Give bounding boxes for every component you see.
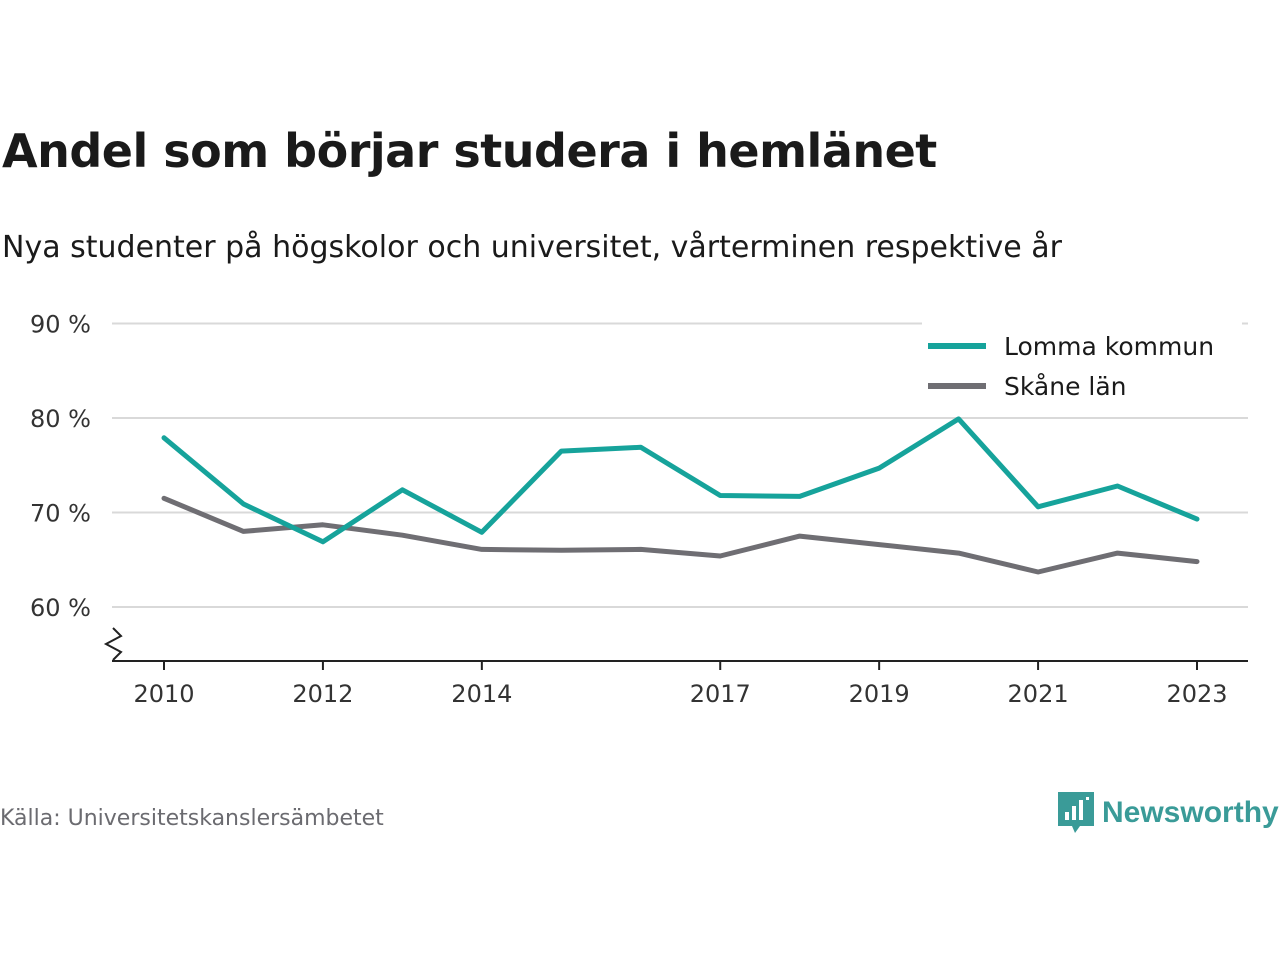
series-line (161, 495, 1200, 575)
x-tick-label: 2012 (292, 680, 353, 708)
chart-title: Andel som börjar studera i hemlänet (2, 124, 937, 178)
x-tick-label: 2010 (133, 680, 194, 708)
chart-subtitle: Nya studenter på högskolor och universit… (2, 230, 1062, 265)
legend: Lomma kommun Skåne län (922, 322, 1242, 408)
source-note: Källa: Universitetskanslersämbetet (0, 806, 384, 831)
x-tick-label: 2014 (451, 680, 512, 708)
newsworthy-logo-icon (1058, 792, 1094, 833)
brand-name: Newsworthy (1102, 796, 1279, 829)
newsworthy-logo: Newsworthy (1058, 792, 1279, 834)
y-tick-label: 70 % (30, 500, 91, 528)
x-tick-label: 2017 (690, 680, 751, 708)
legend-label: Lomma kommun (1004, 332, 1214, 361)
line-chart: 60 % 70 % 80 % 90 % 2010 2012 2014 2017 2019 202… (30, 311, 1248, 708)
y-tick-label: 90 % (30, 311, 91, 339)
axis-break-icon (103, 627, 123, 661)
x-tick-label: 2021 (1008, 680, 1069, 708)
y-axis-labels: 60 % 70 % 80 % 90 % (30, 311, 123, 661)
y-tick-label: 80 % (30, 405, 91, 433)
series-lines (161, 416, 1200, 575)
legend-background (922, 322, 1242, 408)
x-tick-label: 2023 (1166, 680, 1227, 708)
x-axis: 2010 2012 2014 2017 2019 2021 2023 (112, 660, 1248, 708)
series-line (161, 416, 1200, 545)
x-tick-label: 2019 (849, 680, 910, 708)
y-tick-label: 60 % (30, 594, 91, 622)
legend-label: Skåne län (1004, 372, 1127, 401)
